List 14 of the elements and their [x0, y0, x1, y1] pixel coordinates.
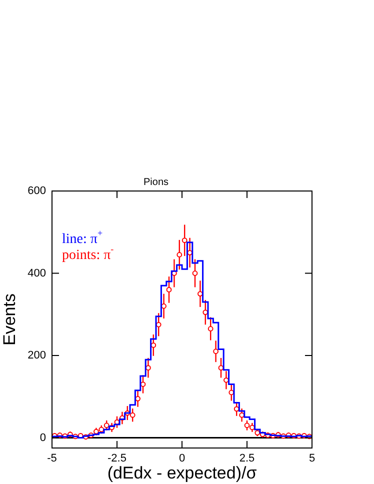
- y-tick-label: 400: [28, 267, 46, 280]
- y-tick-label: 0: [40, 432, 46, 444]
- text: line: π+: [62, 228, 103, 247]
- y-axis-title: Events: [0, 294, 19, 346]
- y-tick-label: 200: [28, 350, 46, 362]
- y-tick-label: 600: [28, 185, 46, 198]
- x-tick-label: -2.5: [108, 452, 126, 465]
- chart-title: Pions: [143, 176, 169, 188]
- x-tick-label: 2.5: [239, 452, 255, 465]
- x-tick-label: -5: [47, 452, 57, 465]
- x-axis-title: (dEdx - expected)/σ: [107, 463, 258, 482]
- x-tick-label: 5: [308, 452, 316, 465]
- x-tick-label: 0: [178, 452, 186, 465]
- text: points: π-: [62, 244, 114, 263]
